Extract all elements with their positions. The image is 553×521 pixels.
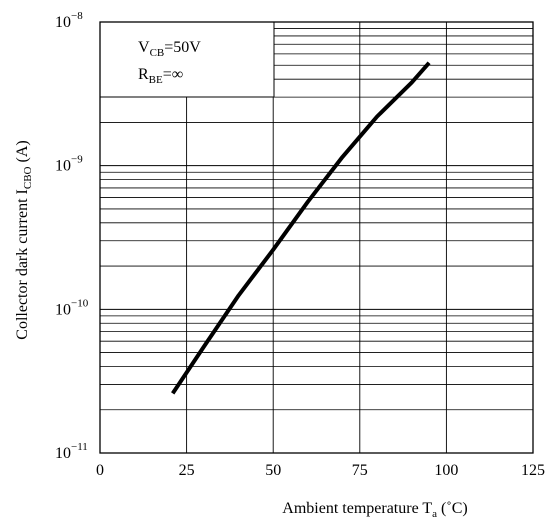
y-tick-label: 10−9	[55, 154, 83, 175]
x-tick-label: 50	[265, 462, 281, 479]
y-tick-label: 10−11	[55, 441, 88, 462]
x-tick-label: 0	[96, 462, 104, 479]
series-line	[171, 61, 431, 395]
y-tick-label: 10−10	[55, 297, 89, 318]
x-tick-label: 125	[521, 462, 545, 479]
x-tick-label: 75	[352, 462, 368, 479]
condition-vcb: VCB=50V	[138, 39, 201, 59]
condition-rbe: RBE=∞	[138, 66, 183, 86]
y-axis-label: Collector dark current ICBO (A)	[14, 140, 34, 339]
conditions-box	[99, 21, 275, 98]
x-tick-labels: 0 25 50 75 100 125	[96, 462, 545, 479]
plot-frame	[99, 21, 534, 454]
x-tick-label: 25	[179, 462, 195, 479]
y-tick-labels: 10−8 10−9 10−10 10−11	[55, 10, 89, 462]
x-tick-label: 100	[434, 462, 458, 479]
y-tick-label: 10−8	[55, 10, 83, 31]
x-axis-label: Ambient temperature Ta (˚C)	[282, 500, 467, 520]
